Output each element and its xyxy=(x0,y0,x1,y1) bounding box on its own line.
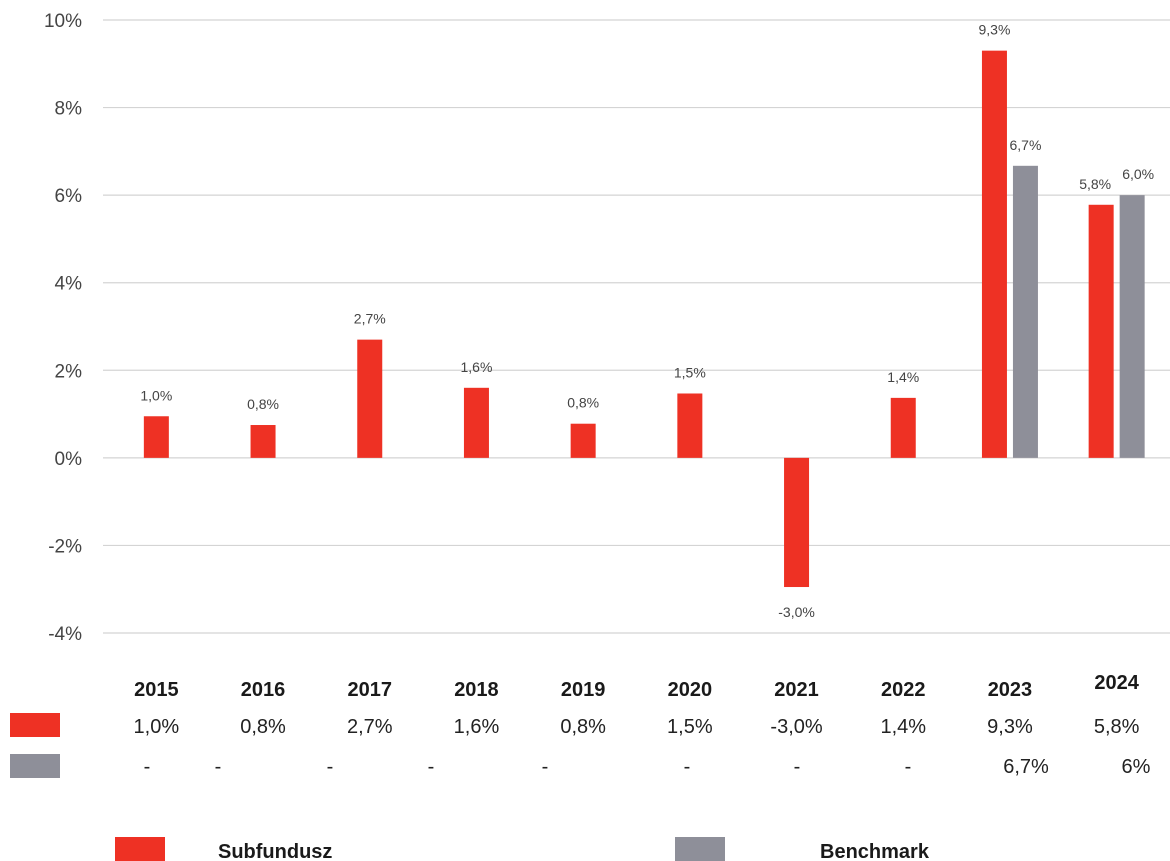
y-tick-label: 6% xyxy=(55,186,83,207)
bar-subfundusz xyxy=(981,50,1007,458)
y-tick-label: 0% xyxy=(55,449,83,470)
year-label: 2023 xyxy=(988,679,1033,701)
table-cell-subfundusz: 1,6% xyxy=(454,716,500,738)
data-table: 1,0%-0,8%-2,7%-1,6%-0,8%-1,5%--3,0%-1,4%… xyxy=(10,713,1151,778)
table-cell-subfundusz: 1,5% xyxy=(667,716,713,738)
table-cell-subfundusz: 0,8% xyxy=(560,716,606,738)
year-label: 2024 xyxy=(1094,672,1139,694)
table-cell-benchmark: - xyxy=(684,756,691,778)
table-cell-subfundusz: 1,0% xyxy=(134,716,180,738)
bar-subfundusz xyxy=(677,393,703,458)
data-label: 1,0% xyxy=(140,387,172,403)
data-label: 5,8% xyxy=(1079,176,1111,192)
table-cell-benchmark: - xyxy=(794,756,801,778)
year-label: 2022 xyxy=(881,679,926,701)
table-cell-subfundusz: 2,7% xyxy=(347,716,393,738)
table-swatch-subfundusz xyxy=(10,713,60,737)
data-labels: 1,0% 0,8% 2,7% 1,6% 0,8% 1,5% -3,0% 1,4% 9,3% 6,7… xyxy=(140,22,1154,620)
data-label: 6,7% xyxy=(1009,137,1041,153)
bar-subfundusz xyxy=(250,425,276,458)
legend-label-benchmark: Benchmark xyxy=(820,841,930,861)
bar-subfundusz xyxy=(1088,204,1114,458)
bars xyxy=(143,50,1145,588)
table-cell-benchmark: - xyxy=(428,756,435,778)
legend-swatch-subfundusz xyxy=(115,837,165,861)
bar-subfundusz xyxy=(143,416,169,458)
data-label: 6,0% xyxy=(1122,166,1154,182)
table-cell-benchmark: 6,7% xyxy=(1003,756,1049,778)
year-label: 2016 xyxy=(241,679,286,701)
year-label: 2017 xyxy=(348,679,393,701)
table-cell-benchmark: - xyxy=(215,756,222,778)
y-tick-label: 8% xyxy=(55,99,83,120)
legend-label-subfundusz: Subfundusz xyxy=(218,841,332,861)
year-label: 2020 xyxy=(668,679,713,701)
year-label: 2015 xyxy=(134,679,179,701)
legend: Subfundusz Benchmark xyxy=(115,837,930,861)
y-tick-label: -2% xyxy=(48,536,82,557)
table-cell-subfundusz: 1,4% xyxy=(880,716,926,738)
grid-lines xyxy=(103,19,1170,634)
bar-subfundusz xyxy=(784,457,810,588)
table-cell-subfundusz: 0,8% xyxy=(240,716,286,738)
bar-subfundusz xyxy=(570,423,596,458)
y-tick-label: -4% xyxy=(48,624,82,645)
bar-subfundusz xyxy=(890,397,916,458)
bar-benchmark xyxy=(1119,195,1145,458)
data-label: 2,7% xyxy=(354,311,386,327)
bar-subfundusz xyxy=(357,339,383,458)
data-label: 1,6% xyxy=(460,359,492,375)
bar-benchmark xyxy=(1012,165,1038,458)
data-label: 0,8% xyxy=(567,395,599,411)
year-label: 2021 xyxy=(774,679,819,701)
year-labels: 2015 2016 2017 2018 2019 2020 2021 2022 2023 2024 xyxy=(134,672,1140,701)
table-cell-benchmark: - xyxy=(905,756,912,778)
legend-swatch-benchmark xyxy=(675,837,725,861)
table-cell-benchmark: - xyxy=(327,756,334,778)
bar-subfundusz xyxy=(463,387,489,458)
data-label: -3,0% xyxy=(778,604,815,620)
table-cell-benchmark: - xyxy=(542,756,549,778)
year-label: 2018 xyxy=(454,679,499,701)
y-tick-label: 10% xyxy=(44,11,82,32)
table-cell-benchmark: 6% xyxy=(1122,756,1151,778)
data-label: 1,5% xyxy=(674,364,706,380)
table-swatch-benchmark xyxy=(10,754,60,778)
table-cell-subfundusz: -3,0% xyxy=(770,716,822,738)
y-tick-label: 2% xyxy=(55,361,83,382)
year-label: 2019 xyxy=(561,679,606,701)
table-cell-benchmark: - xyxy=(144,756,151,778)
data-label: 9,3% xyxy=(978,22,1010,38)
table-cell-subfundusz: 9,3% xyxy=(987,716,1033,738)
data-label: 0,8% xyxy=(247,396,279,412)
y-axis-ticks: -4% -2% 0% 2% 4% 6% 8% 10% xyxy=(44,11,82,645)
data-label: 1,4% xyxy=(887,369,919,385)
y-tick-label: 4% xyxy=(55,274,83,295)
table-cell-subfundusz: 5,8% xyxy=(1094,716,1140,738)
